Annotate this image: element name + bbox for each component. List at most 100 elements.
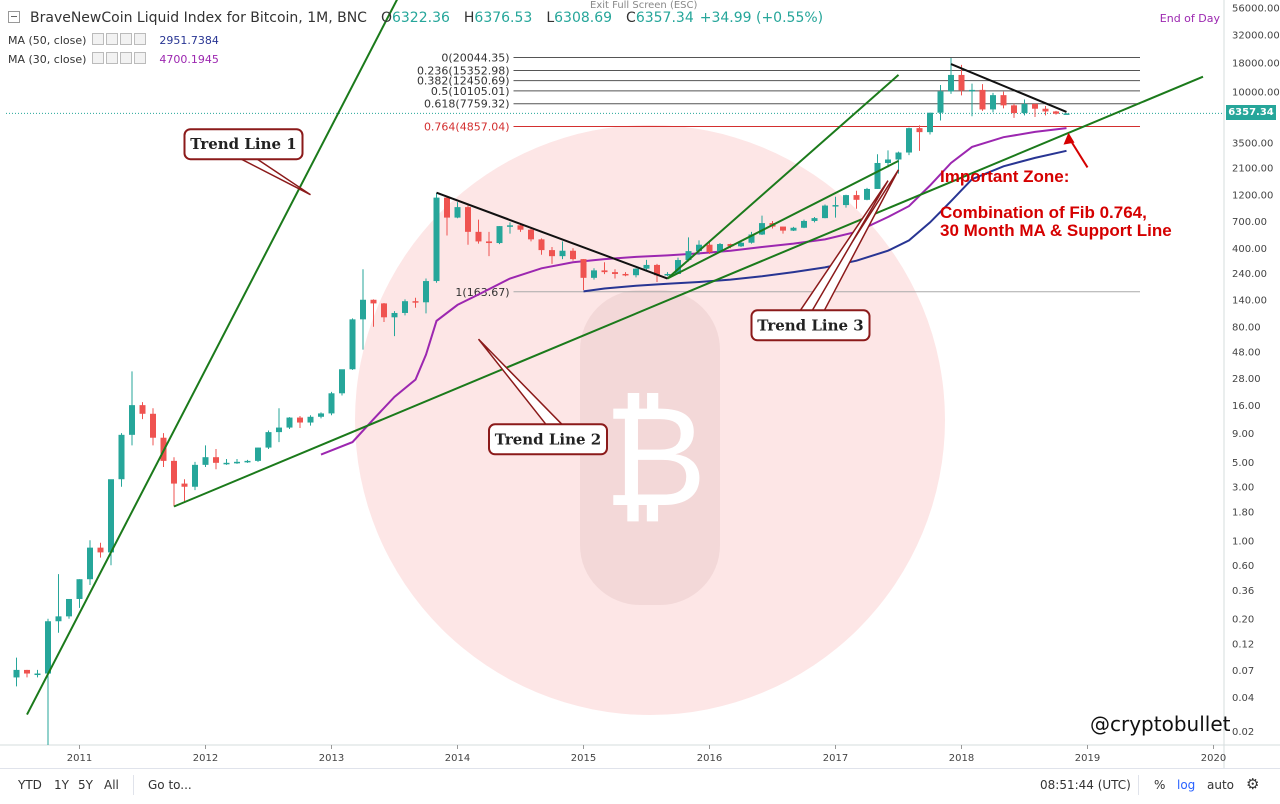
- fib-level-label: 0(20044.35): [441, 51, 509, 64]
- price-tick-label: 1.80: [1232, 508, 1254, 519]
- candle-body: [181, 483, 188, 487]
- settings-icon[interactable]: [105, 52, 118, 64]
- candle-body: [444, 197, 450, 218]
- candle-body: [496, 226, 503, 244]
- end-of-day-label: End of Day: [1159, 12, 1220, 25]
- eye-icon[interactable]: [91, 52, 104, 64]
- candle-body: [265, 432, 272, 448]
- ma50-value: 2951.7384: [159, 34, 219, 47]
- bottom-toolbar: YTD 1Y 5Y All Go to... 08:51:44 (UTC) % …: [0, 768, 1280, 801]
- chart-title: BraveNewCoin Liquid Index for Bitcoin, 1…: [30, 10, 367, 26]
- candle-body: [654, 264, 660, 276]
- open-value: 6322.36: [391, 10, 450, 26]
- price-tick-label: 32000.00: [1232, 31, 1280, 42]
- range-1y-button[interactable]: 1Y: [54, 778, 69, 792]
- candle-body: [1032, 103, 1038, 109]
- goto-button[interactable]: Go to...: [148, 778, 192, 792]
- candle-body: [13, 669, 20, 678]
- range-5y-button[interactable]: 5Y: [78, 778, 93, 792]
- callout-pointer: [241, 158, 311, 196]
- price-tick-label: 80.00: [1232, 323, 1261, 334]
- time-tick-label: 2017: [823, 753, 848, 764]
- fib-level-label: 0.764(4857.04): [424, 121, 510, 134]
- price-tick-label: 1.00: [1232, 536, 1254, 547]
- candle-body: [843, 195, 849, 206]
- collapse-icon[interactable]: [8, 11, 20, 23]
- candle-body: [1063, 113, 1070, 115]
- price-tick-label: 700.00: [1232, 217, 1267, 228]
- candle-body: [465, 207, 471, 232]
- eye-icon[interactable]: [91, 33, 104, 45]
- candle-body: [34, 673, 41, 676]
- candle-body: [171, 460, 177, 484]
- price-tick-label: 48.00: [1232, 348, 1261, 359]
- candle-body: [381, 303, 387, 318]
- author-watermark: @cryptobullet: [1090, 712, 1231, 736]
- price-tick-label: 28.00: [1232, 374, 1261, 385]
- auto-toggle[interactable]: auto: [1207, 778, 1235, 792]
- trend-line: [26, 0, 398, 716]
- ma50-label: MA (50, close): [8, 34, 87, 47]
- candle-body: [349, 319, 356, 370]
- toolbar-divider: [133, 775, 134, 795]
- candle-body: [958, 74, 965, 91]
- candle-body: [150, 413, 156, 438]
- callout-box: [183, 128, 304, 161]
- ma30-legend[interactable]: MA (30, close) 4700.1945: [8, 52, 219, 66]
- candle-body: [517, 225, 524, 230]
- gear-icon[interactable]: ⚙: [1246, 775, 1260, 793]
- candle-body: [507, 225, 513, 227]
- price-tick-label: 0.60: [1232, 561, 1254, 572]
- candle-body: [696, 244, 702, 252]
- candle-body: [286, 417, 293, 428]
- more-icon[interactable]: [119, 52, 132, 64]
- time-tick-label: 2019: [1075, 753, 1100, 764]
- candle-body: [87, 547, 93, 580]
- more-icon[interactable]: [119, 33, 132, 45]
- fib-level-label: 0.618(7759.32): [424, 98, 510, 111]
- candle-body: [948, 74, 954, 92]
- candle-body: [55, 616, 62, 622]
- candle-body: [244, 460, 251, 463]
- price-tick-label: 1200.00: [1232, 191, 1273, 202]
- candle-body: [874, 162, 881, 189]
- time-tick-label: 2014: [445, 753, 470, 764]
- candle-body: [297, 417, 303, 423]
- candle-body: [685, 251, 692, 261]
- range-all-button[interactable]: All: [104, 778, 119, 792]
- annotation-text: Combination of Fib 0.764,: [940, 203, 1147, 222]
- candle-body: [1053, 111, 1059, 114]
- candle-body: [822, 205, 828, 219]
- settings-icon[interactable]: [105, 33, 118, 45]
- log-toggle[interactable]: log: [1177, 778, 1196, 792]
- candle-body: [129, 405, 135, 435]
- candle-body: [213, 457, 219, 463]
- high-value: 6376.53: [474, 10, 533, 26]
- candle-body: [559, 250, 566, 257]
- candle-body: [433, 197, 440, 282]
- close-icon[interactable]: [133, 33, 146, 45]
- candle-body: [717, 244, 723, 253]
- candle-body: [570, 250, 576, 260]
- trend-line: [667, 160, 899, 280]
- fib-level-label: 0.382(12450.69): [417, 75, 510, 88]
- candle-body: [664, 273, 671, 276]
- callout-box: [488, 423, 608, 456]
- price-tick-label: 9.00: [1232, 429, 1254, 440]
- close-icon[interactable]: [133, 52, 146, 64]
- price-tick-label: 16.00: [1232, 401, 1261, 412]
- time-tick-label: 2016: [697, 753, 722, 764]
- percent-toggle[interactable]: %: [1154, 778, 1166, 792]
- candle-body: [360, 299, 366, 320]
- candle-body: [412, 301, 419, 303]
- range-ytd-button[interactable]: YTD: [18, 778, 42, 792]
- exit-fullscreen-hint[interactable]: Exit Full Screen (ESC): [590, 0, 698, 11]
- candle-body: [391, 312, 398, 318]
- price-tick-label: 10000.00: [1232, 87, 1280, 98]
- annotation-text: Important Zone:: [940, 167, 1069, 186]
- candle-body: [759, 223, 765, 235]
- ma50-legend[interactable]: MA (50, close) 2951.7384: [8, 33, 219, 47]
- candle-body: [622, 273, 629, 276]
